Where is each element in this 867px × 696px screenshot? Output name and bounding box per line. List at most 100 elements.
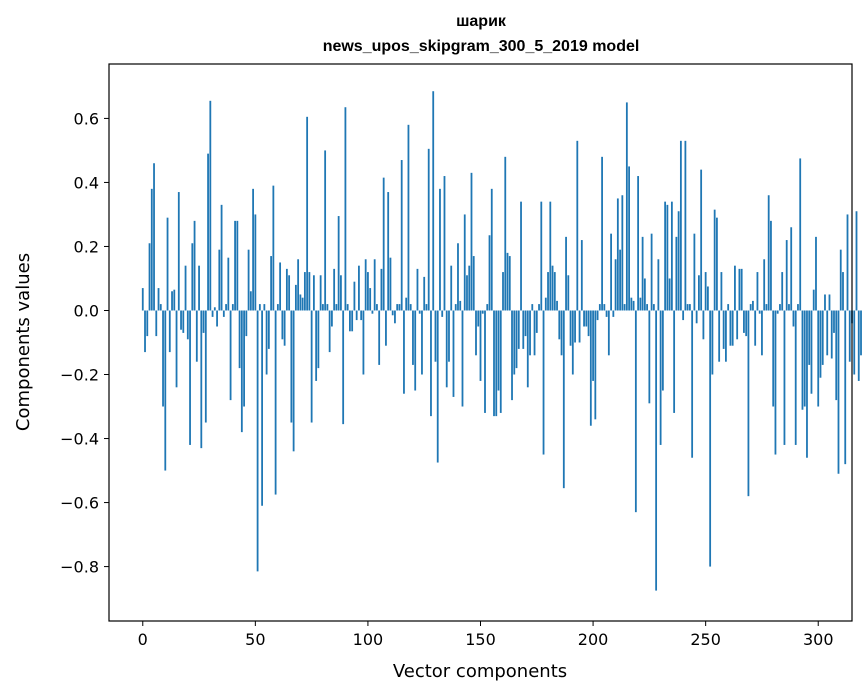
bar-306 bbox=[830, 310, 833, 359]
bar-100 bbox=[367, 272, 369, 311]
bar-250 bbox=[704, 272, 707, 311]
bar-185 bbox=[558, 310, 561, 340]
bar-269 bbox=[747, 310, 750, 497]
bar-209 bbox=[612, 310, 615, 317]
bar-86 bbox=[335, 304, 338, 311]
bar-251 bbox=[707, 286, 709, 311]
bar-244 bbox=[691, 310, 694, 458]
bar-111 bbox=[391, 310, 394, 316]
bar-224 bbox=[646, 304, 649, 311]
bar-121 bbox=[414, 310, 417, 391]
bar-236 bbox=[673, 310, 676, 413]
bar-280 bbox=[772, 310, 775, 407]
bar-4 bbox=[150, 188, 153, 311]
bar-96 bbox=[358, 265, 360, 311]
bar-149 bbox=[477, 310, 480, 327]
bar-239 bbox=[679, 140, 682, 311]
bar-143 bbox=[463, 214, 466, 311]
bar-66 bbox=[290, 310, 293, 423]
bar-92 bbox=[349, 310, 351, 332]
bar-10 bbox=[164, 310, 167, 471]
bar-93 bbox=[351, 310, 354, 332]
bar-262 bbox=[731, 310, 734, 346]
bar-104 bbox=[376, 304, 378, 311]
bar-198 bbox=[587, 310, 590, 337]
bar-180 bbox=[547, 272, 549, 311]
bar-71 bbox=[301, 297, 304, 311]
bar-139 bbox=[454, 304, 457, 311]
bar-27 bbox=[202, 310, 205, 333]
bar-79 bbox=[319, 275, 322, 311]
bar-156 bbox=[493, 310, 495, 417]
bar-80 bbox=[321, 304, 324, 311]
bar-189 bbox=[567, 275, 570, 311]
bar-281 bbox=[774, 310, 777, 455]
bar-287 bbox=[788, 304, 790, 311]
bar-128 bbox=[430, 310, 432, 417]
bar-181 bbox=[549, 201, 552, 311]
bar-98 bbox=[362, 310, 365, 375]
bar-55 bbox=[265, 310, 268, 375]
bar-275 bbox=[761, 310, 763, 356]
bar-316 bbox=[853, 310, 856, 375]
bar-309 bbox=[837, 310, 840, 474]
bar-138 bbox=[452, 310, 455, 397]
bar-191 bbox=[571, 310, 574, 375]
bar-188 bbox=[565, 236, 567, 311]
bar-67 bbox=[292, 310, 295, 452]
bar-307 bbox=[833, 310, 835, 333]
bar-51 bbox=[256, 310, 259, 572]
bar-290 bbox=[794, 310, 797, 445]
bar-110 bbox=[389, 257, 392, 311]
bar-130 bbox=[434, 310, 437, 362]
bar-305 bbox=[828, 294, 831, 311]
bar-123 bbox=[418, 310, 421, 314]
bar-256 bbox=[718, 310, 721, 362]
bar-115 bbox=[400, 160, 403, 311]
bar-48 bbox=[249, 291, 252, 311]
bar-215 bbox=[625, 102, 628, 311]
bar-8 bbox=[159, 304, 162, 311]
bar-235 bbox=[670, 201, 673, 311]
bar-44 bbox=[240, 310, 243, 433]
bar-150 bbox=[479, 310, 482, 381]
bar-308 bbox=[835, 310, 838, 401]
bar-160 bbox=[502, 272, 504, 311]
bar-245 bbox=[693, 233, 696, 311]
bar-17 bbox=[180, 310, 182, 330]
bar-95 bbox=[355, 310, 358, 321]
bar-103 bbox=[373, 259, 376, 311]
bar-82 bbox=[326, 304, 329, 311]
bar-221 bbox=[639, 297, 642, 311]
bar-54 bbox=[263, 304, 266, 311]
x-tick-label: 50 bbox=[245, 630, 265, 649]
bar-199 bbox=[589, 310, 592, 426]
bar-151 bbox=[481, 310, 484, 314]
bar-242 bbox=[686, 304, 689, 311]
bar-57 bbox=[270, 256, 273, 311]
bar-271 bbox=[752, 300, 754, 311]
bar-97 bbox=[360, 310, 363, 321]
bar-81 bbox=[324, 150, 327, 311]
bar-193 bbox=[576, 140, 579, 311]
bar-165 bbox=[513, 310, 516, 375]
bar-291 bbox=[797, 304, 799, 311]
bar-161 bbox=[504, 156, 507, 311]
bar-77 bbox=[315, 310, 318, 381]
bar-254 bbox=[713, 209, 716, 311]
bar-99 bbox=[364, 259, 367, 311]
bar-47 bbox=[247, 249, 250, 311]
bar-118 bbox=[407, 124, 410, 311]
bar-53 bbox=[261, 310, 263, 506]
bar-298 bbox=[812, 289, 815, 311]
bar-122 bbox=[416, 268, 419, 311]
bar-65 bbox=[288, 275, 291, 311]
bar-19 bbox=[184, 265, 187, 311]
bar-302 bbox=[821, 310, 824, 365]
bar-2 bbox=[146, 310, 149, 337]
chart-title: шарик bbox=[456, 13, 507, 30]
bar-282 bbox=[776, 310, 779, 314]
bar-85 bbox=[333, 268, 336, 311]
bar-45 bbox=[243, 310, 245, 407]
x-tick-label: 250 bbox=[690, 630, 721, 649]
